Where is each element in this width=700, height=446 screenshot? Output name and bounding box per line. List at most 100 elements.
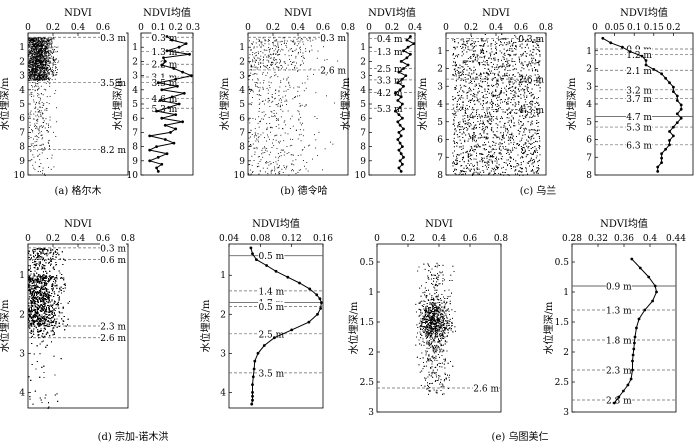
scatter-point (249, 145, 251, 146)
scatter-point (41, 43, 43, 45)
scatter-point (334, 102, 335, 104)
scatter-point (470, 80, 472, 82)
x-tick-label: 0.2 (169, 23, 183, 33)
scatter-point (33, 39, 35, 41)
scatter-point (42, 117, 44, 119)
depth-label-bg (100, 77, 126, 88)
scatter-point (43, 70, 45, 71)
scatter-point (274, 64, 276, 65)
scatter-point (40, 43, 41, 45)
scatter-point (38, 87, 40, 89)
scatter-point (29, 59, 31, 61)
series-point (397, 131, 401, 134)
scatter-point (38, 116, 40, 118)
scatter-point (57, 62, 59, 64)
scatter-point (285, 45, 287, 46)
scatter-point (43, 52, 45, 54)
scatter-point (41, 39, 43, 40)
series-point (397, 148, 401, 152)
scatter-point (49, 69, 51, 70)
scatter-point (28, 43, 30, 45)
scatter-point (36, 50, 37, 52)
series-point (181, 70, 185, 74)
scatter-point (42, 42, 44, 44)
scatter-point (55, 70, 56, 71)
scatter-point (271, 101, 273, 103)
series-point (402, 127, 405, 131)
scatter-point (305, 104, 307, 106)
scatter-point (39, 50, 41, 52)
scatter-point (253, 147, 255, 149)
scatter-point (267, 92, 269, 94)
scatter-point (54, 62, 56, 63)
scatter-point (37, 69, 39, 70)
scatter-point (31, 57, 33, 59)
scatter-point (273, 67, 275, 69)
scatter-point (37, 41, 39, 43)
scatter-point (36, 60, 37, 61)
scatter-point (35, 55, 37, 57)
scatter-point (289, 58, 290, 60)
scatter-point (38, 42, 39, 44)
scatter-point (36, 136, 38, 138)
scatter-point (39, 51, 41, 53)
scatter-point (249, 174, 251, 176)
scatter-point (45, 42, 47, 43)
scatter-point (29, 41, 31, 43)
scatter-point (29, 40, 31, 42)
scatter-point (266, 49, 268, 51)
scatter-point (288, 174, 290, 176)
scatter-point (35, 57, 37, 59)
scatter-point (36, 47, 37, 49)
scatter-point (279, 58, 281, 60)
scatter-point (263, 111, 265, 113)
scatter-point (29, 44, 31, 46)
scatter-point (255, 85, 257, 87)
scatter-point (49, 62, 50, 64)
scatter-point (50, 50, 51, 52)
scatter-point (270, 57, 272, 59)
scatter-point (251, 42, 253, 44)
series-point (176, 84, 179, 88)
scatter-point (38, 40, 39, 42)
scatter-point (53, 51, 55, 53)
scatter-point (316, 118, 318, 119)
scatter-point (33, 58, 34, 60)
y-tick-label: 8 (19, 143, 25, 153)
scatter-point (33, 38, 35, 39)
series-point (399, 95, 403, 99)
scatter-point (37, 60, 39, 62)
scatter-point (39, 49, 40, 51)
scatter-point (31, 60, 33, 62)
scatter-point (34, 79, 36, 81)
scatter-point (307, 75, 309, 77)
scatter-point (52, 71, 53, 72)
scatter-point (28, 62, 30, 64)
y-tick-label: 5 (360, 100, 366, 110)
scatter-point (28, 69, 30, 70)
scatter-point (36, 40, 38, 42)
series-point (399, 152, 403, 156)
scatter-point (330, 141, 331, 143)
scatter-point (297, 53, 299, 55)
scatter-point (33, 72, 35, 73)
scatter-point (46, 55, 48, 57)
scatter-point (302, 149, 304, 151)
scatter-point (31, 47, 33, 48)
scatter-point (46, 43, 48, 45)
scatter-point (51, 68, 53, 70)
scatter-point (30, 57, 31, 59)
scatter-point (266, 140, 267, 142)
scatter-point (41, 144, 42, 146)
scatter-point (53, 75, 55, 76)
scatter-point (256, 94, 258, 95)
scatter-point (267, 174, 269, 176)
scatter-point (38, 101, 40, 103)
series-point (155, 166, 159, 170)
scatter-point (268, 154, 270, 156)
scatter-point (51, 154, 53, 156)
scatter-point (252, 52, 254, 53)
scatter-point (33, 60, 35, 62)
scatter-point (254, 147, 256, 149)
scatter-point (47, 40, 49, 42)
